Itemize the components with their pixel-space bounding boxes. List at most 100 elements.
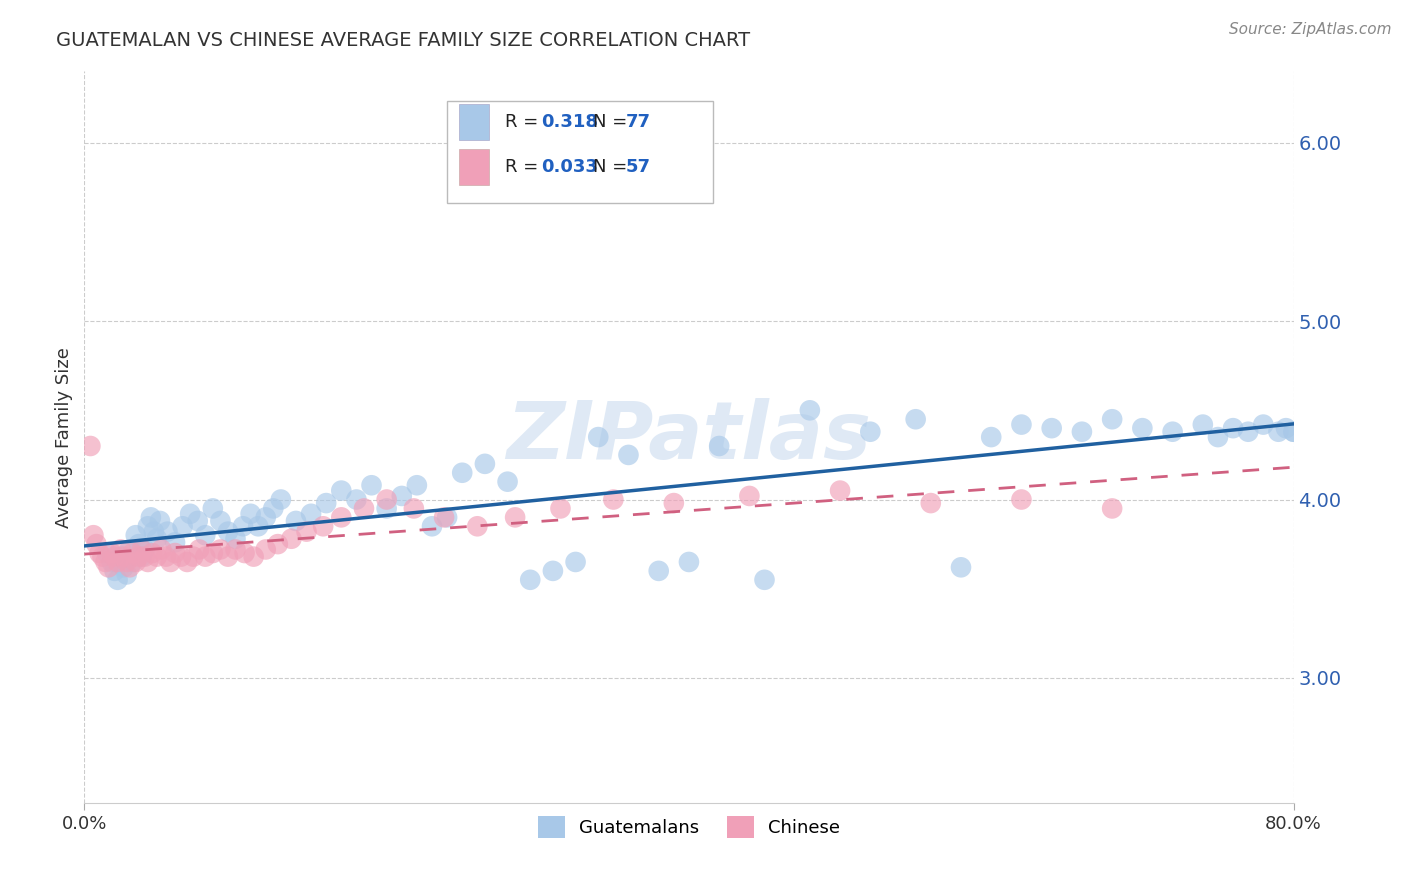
Point <box>233 546 256 560</box>
Point <box>267 537 290 551</box>
Point <box>79 439 101 453</box>
Point <box>128 549 150 564</box>
Point <box>112 549 135 564</box>
Text: N =: N = <box>593 158 634 176</box>
Point <box>1282 425 1305 439</box>
Point <box>118 560 141 574</box>
Point <box>242 549 264 564</box>
Point <box>254 510 277 524</box>
Point <box>1132 421 1154 435</box>
Point <box>709 439 731 453</box>
Point <box>91 549 114 564</box>
Point <box>262 501 284 516</box>
Point <box>159 555 181 569</box>
Point <box>104 549 127 564</box>
Point <box>188 542 211 557</box>
Point <box>110 542 132 557</box>
Point <box>136 519 159 533</box>
Point <box>467 519 489 533</box>
Point <box>1161 425 1184 439</box>
Point <box>128 537 150 551</box>
Point <box>209 542 232 557</box>
Text: 0.033: 0.033 <box>541 158 599 176</box>
Point <box>131 542 153 557</box>
Point <box>564 555 586 569</box>
Point <box>194 549 217 564</box>
Point <box>150 542 173 557</box>
Point <box>247 519 270 533</box>
Point <box>312 519 335 533</box>
Point <box>134 549 156 564</box>
Point <box>107 555 129 569</box>
Point <box>353 501 375 516</box>
Point <box>904 412 927 426</box>
Point <box>121 555 143 569</box>
Legend: Guatemalans, Chinese: Guatemalans, Chinese <box>530 808 848 845</box>
Point <box>165 535 187 549</box>
Point <box>830 483 852 498</box>
Point <box>165 546 187 560</box>
Point <box>1071 425 1094 439</box>
Point <box>217 524 239 539</box>
Point <box>146 532 169 546</box>
Point <box>115 555 138 569</box>
Point <box>406 478 429 492</box>
Point <box>86 537 108 551</box>
Point <box>1267 425 1289 439</box>
Point <box>738 489 761 503</box>
Text: 0.318: 0.318 <box>541 113 599 131</box>
Point <box>980 430 1002 444</box>
Point <box>1222 421 1244 435</box>
Point <box>131 549 153 564</box>
Point <box>678 555 700 569</box>
Point <box>451 466 474 480</box>
Point <box>315 496 337 510</box>
Point <box>270 492 292 507</box>
Point <box>176 555 198 569</box>
Point <box>217 549 239 564</box>
Point <box>121 546 143 560</box>
Point <box>436 510 458 524</box>
Text: 57: 57 <box>626 158 651 176</box>
Point <box>550 501 572 516</box>
Point <box>254 542 277 557</box>
Point <box>112 560 135 574</box>
Text: Source: ZipAtlas.com: Source: ZipAtlas.com <box>1229 22 1392 37</box>
Point <box>139 510 162 524</box>
Point <box>799 403 821 417</box>
Point <box>1253 417 1275 432</box>
Point <box>474 457 496 471</box>
Text: ZIPatlas: ZIPatlas <box>506 398 872 476</box>
Point <box>118 542 141 557</box>
Text: GUATEMALAN VS CHINESE AVERAGE FAMILY SIZE CORRELATION CHART: GUATEMALAN VS CHINESE AVERAGE FAMILY SIZ… <box>56 31 751 50</box>
Point <box>201 501 224 516</box>
Point <box>94 555 117 569</box>
Point <box>239 507 262 521</box>
Point <box>1040 421 1063 435</box>
Point <box>375 492 398 507</box>
Point <box>107 573 129 587</box>
Point <box>360 478 382 492</box>
Point <box>89 546 111 560</box>
Point <box>96 546 118 560</box>
Text: R =: R = <box>505 113 544 131</box>
Y-axis label: Average Family Size: Average Family Size <box>55 347 73 527</box>
Point <box>97 560 120 574</box>
Point <box>519 573 541 587</box>
Point <box>375 501 398 516</box>
Point <box>1275 421 1298 435</box>
Point <box>155 549 177 564</box>
Point <box>142 524 165 539</box>
Point <box>156 524 179 539</box>
Point <box>402 501 425 516</box>
Point <box>859 425 882 439</box>
Point <box>503 510 526 524</box>
Point <box>125 555 148 569</box>
Point <box>134 542 156 557</box>
Point <box>1011 492 1033 507</box>
Point <box>100 546 122 560</box>
Point <box>146 549 169 564</box>
Text: 77: 77 <box>626 113 651 131</box>
Point <box>179 507 201 521</box>
Point <box>330 483 353 498</box>
